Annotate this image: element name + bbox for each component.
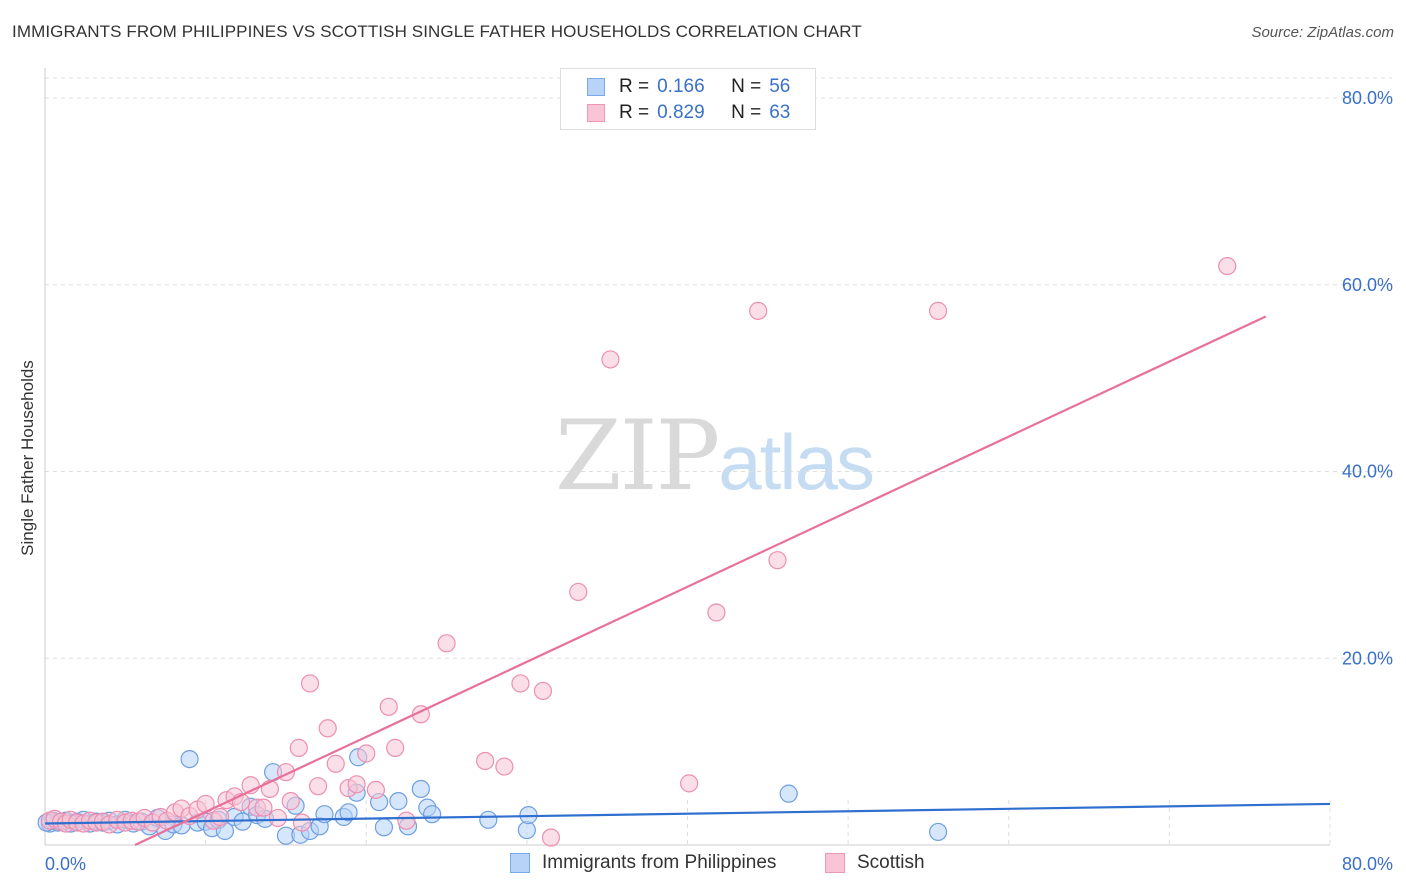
series-legend: Immigrants from Philippines Scottish <box>0 852 1406 878</box>
legend-n-label: N = <box>731 76 762 97</box>
point-scottish <box>601 350 620 369</box>
point-philippines <box>374 818 394 837</box>
point-philippines <box>479 810 498 829</box>
y-tick-label: 80.0% <box>1342 88 1393 108</box>
point-scottish <box>768 551 787 570</box>
legend-n-label: N = <box>731 102 762 123</box>
point-philippines <box>339 803 358 822</box>
legend-swatch-pink <box>587 104 605 122</box>
point-scottish <box>707 603 726 622</box>
point-scottish <box>749 301 768 320</box>
point-scottish <box>347 775 366 794</box>
point-scottish <box>300 674 320 693</box>
point-scottish <box>533 681 553 701</box>
y-tick-label: 60.0% <box>1342 275 1393 295</box>
y-tick-label: 40.0% <box>1342 462 1393 482</box>
point-philippines <box>389 792 408 811</box>
point-scottish <box>379 697 398 716</box>
point-scottish <box>281 792 300 811</box>
point-scottish <box>1218 256 1237 276</box>
point-scottish <box>366 780 385 800</box>
point-scottish <box>397 811 416 830</box>
legend-row-scottish: R = 0.829 N = 63 <box>587 101 790 125</box>
legend-r-label: R = <box>619 76 650 97</box>
point-scottish <box>254 798 273 817</box>
legend-n-value: 63 <box>769 102 791 123</box>
point-philippines <box>180 749 199 769</box>
trendline-scottish <box>134 315 1267 846</box>
point-scottish <box>437 634 456 653</box>
legend-swatch-blue <box>587 78 605 96</box>
legend-r-label: R = <box>619 102 650 123</box>
point-scottish <box>292 813 312 832</box>
legend-item-philippines[interactable]: Immigrants from Philippines <box>510 852 776 874</box>
legend-n-value: 56 <box>769 76 791 97</box>
legend-r-value: 0.829 <box>657 102 705 123</box>
y-tick-label: 20.0% <box>1342 648 1393 668</box>
watermark-atlas: atlas <box>718 418 875 506</box>
legend-swatch-pink <box>825 853 845 873</box>
point-scottish <box>386 738 405 757</box>
point-scottish <box>308 777 328 796</box>
chart-title: IMMIGRANTS FROM PHILIPPINES VS SCOTTISH … <box>12 22 862 41</box>
point-scottish <box>569 582 588 602</box>
legend-item-scottish[interactable]: Scottish <box>825 852 925 874</box>
point-scottish <box>495 757 514 776</box>
point-scottish <box>210 807 230 827</box>
legend-label-philippines: Immigrants from Philippines <box>542 852 777 873</box>
watermark: ZIPatlas <box>555 400 875 512</box>
y-axis-label: Single Father Households <box>18 360 37 556</box>
point-scottish <box>326 754 345 773</box>
point-scottish <box>289 738 308 757</box>
point-scottish <box>541 828 561 847</box>
point-scottish <box>357 744 376 763</box>
correlation-legend: R = 0.166 N = 56 R = 0.829 N = 63 <box>560 68 816 130</box>
legend-row-philippines: R = 0.166 N = 56 <box>587 75 790 99</box>
point-philippines <box>779 784 798 803</box>
x-tick-label: 80.0% <box>1342 854 1393 874</box>
point-scottish <box>476 751 495 771</box>
point-philippines <box>423 805 442 824</box>
trendline-philippines <box>44 802 1331 825</box>
x-tick-label: 0.0% <box>45 854 86 874</box>
legend-swatch-blue <box>510 853 530 873</box>
watermark-zip: ZIP <box>555 400 720 512</box>
point-philippines <box>928 822 948 842</box>
point-philippines <box>517 820 536 840</box>
point-scottish <box>928 301 948 320</box>
point-scottish <box>511 674 530 693</box>
source-label: Source: ZipAtlas.com <box>1251 24 1394 41</box>
point-scottish <box>268 808 288 828</box>
point-scottish <box>318 719 337 738</box>
legend-label-scottish: Scottish <box>857 852 925 873</box>
point-philippines <box>411 779 430 799</box>
point-scottish <box>680 774 699 793</box>
legend-r-value: 0.166 <box>657 76 705 97</box>
